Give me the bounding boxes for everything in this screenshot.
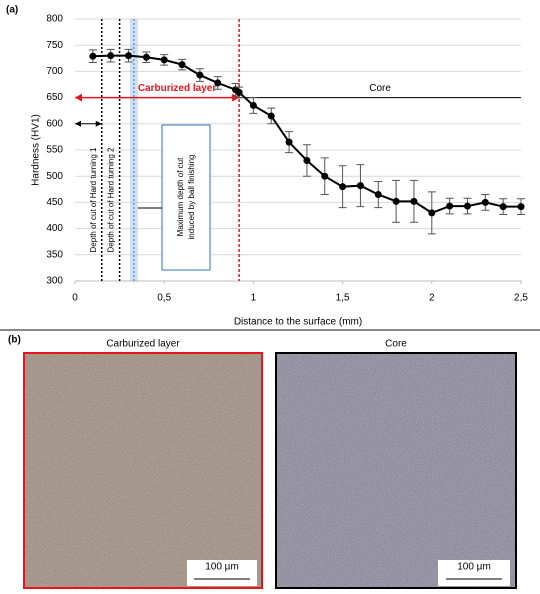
data-point — [428, 209, 436, 217]
x-tick-label: 0,5 — [157, 293, 171, 304]
panel-label: (a) — [6, 5, 18, 16]
data-point — [356, 182, 364, 190]
series-line — [92, 54, 521, 214]
annotation: Depth of cut of Hard turning 1 — [89, 147, 98, 253]
data-point — [392, 197, 400, 205]
x-tick-label: 2,5 — [514, 293, 528, 304]
annotation: Carburized layer — [138, 83, 216, 94]
x-tick-label: 1,5 — [336, 293, 350, 304]
annotation-box — [161, 124, 211, 271]
data-point — [463, 202, 471, 210]
data-point — [499, 203, 507, 211]
scale-bar-label: 100 µm — [205, 562, 239, 573]
data-point — [235, 88, 243, 96]
data-point — [517, 203, 525, 211]
y-axis-title: Hardness (HV1) — [31, 114, 42, 186]
data-point — [196, 71, 204, 79]
y-tick-label: 750 — [46, 40, 63, 51]
y-tick-label: 650 — [46, 92, 63, 103]
micrograph-texture — [23, 352, 263, 589]
y-tick-label: 300 — [46, 276, 63, 287]
data-point — [107, 52, 115, 60]
data-point — [125, 52, 133, 60]
data-point — [339, 183, 347, 191]
scale-box — [438, 560, 510, 586]
y-tick-label: 350 — [46, 249, 63, 260]
data-point — [89, 52, 97, 60]
y-tick-label: 400 — [46, 223, 63, 234]
scale-bar-label: 100 µm — [457, 562, 491, 573]
data-point — [142, 53, 150, 61]
x-tick-label: 1 — [251, 293, 257, 304]
x-tick-label: 0 — [72, 293, 78, 304]
annotation: Depth of cut of Hard turning 2 — [107, 147, 116, 253]
arrow-head — [75, 120, 102, 127]
data-point — [214, 79, 222, 87]
y-tick-label: 450 — [46, 197, 63, 208]
data-point — [267, 112, 275, 120]
data-point — [410, 197, 418, 205]
y-tick-label: 700 — [46, 66, 63, 77]
micrograph-texture — [275, 352, 517, 589]
data-point — [178, 61, 186, 69]
data-point — [285, 138, 293, 146]
micrograph-frame — [275, 352, 517, 589]
data-point — [249, 101, 257, 109]
micrograph-title: Core — [385, 339, 407, 350]
x-tick-label: 2 — [429, 293, 435, 304]
data-point — [446, 202, 454, 210]
data-point — [160, 56, 168, 64]
panel-label: (b) — [8, 335, 21, 346]
y-tick-label: 550 — [46, 145, 63, 156]
data-point — [303, 156, 311, 164]
y-tick-label: 800 — [46, 14, 63, 25]
data-point — [321, 172, 329, 180]
micrograph-frame — [23, 352, 263, 589]
y-tick-label: 600 — [46, 118, 63, 129]
y-tick-label: 500 — [46, 171, 63, 182]
x-axis-title: Distance to the surface (mm) — [234, 317, 362, 328]
annotation: Maximum depth of cut induced by ball fini… — [176, 155, 196, 240]
data-point — [374, 191, 382, 199]
highlight-band — [129, 19, 138, 281]
data-point — [481, 198, 489, 206]
scale-box — [187, 560, 257, 586]
micrograph-title: Carburized layer — [106, 339, 180, 350]
annotation: Core — [369, 83, 391, 94]
